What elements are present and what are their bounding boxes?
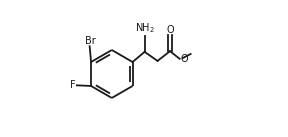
Text: O: O [180,54,188,64]
Text: Br: Br [85,36,96,46]
Text: O: O [166,25,174,35]
Text: NH$_2$: NH$_2$ [135,22,155,35]
Text: F: F [70,80,75,90]
